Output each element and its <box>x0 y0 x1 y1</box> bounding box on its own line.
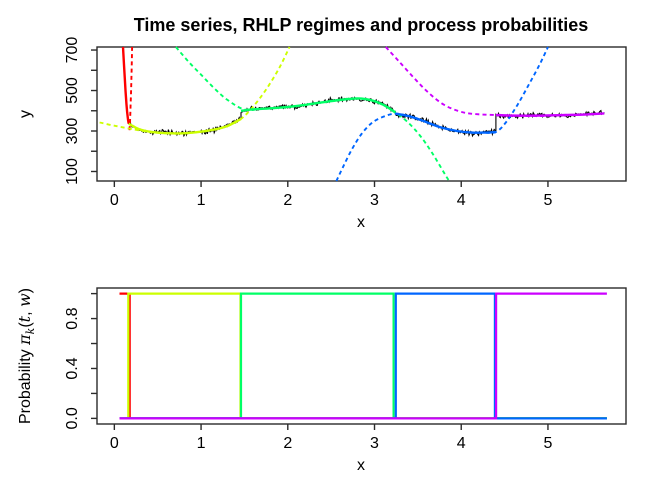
x-tick-label: 2 <box>283 435 292 452</box>
plot-title: Time series, RHLP regimes and process pr… <box>134 15 589 35</box>
regime-5-magenta-dashed-curve <box>385 46 605 117</box>
x-tick-label: 2 <box>283 192 292 209</box>
bottom-plot-series <box>119 292 607 420</box>
top-plot-series <box>99 46 605 182</box>
y-tick-label: 0.0 <box>64 407 81 429</box>
regime-1-red-mean-curve <box>121 46 130 124</box>
bottom-plot-y-axis-title: Probability πk(t, w) <box>15 288 37 424</box>
x-tick-label: 3 <box>370 435 379 452</box>
x-tick-label: 1 <box>197 192 206 209</box>
regime-1-red-dashed-curve <box>128 46 134 132</box>
top-plot: 0 1 2 3 4 5 100 300 500 700 x y <box>17 37 627 231</box>
pi-2-yellow-probability-curve <box>119 292 607 420</box>
top-plot-y-axis: 100 300 500 700 <box>64 37 97 185</box>
regime-4-blue-mean-curve <box>395 112 496 134</box>
y-tick-label: 0.4 <box>64 357 81 379</box>
regime-2-yellow-mean-curve <box>128 117 242 135</box>
top-plot-x-axis: 0 1 2 3 4 5 <box>110 181 552 209</box>
regime-3-green-dashed-curve <box>175 46 450 182</box>
top-plot-x-axis-title: x <box>357 214 365 231</box>
bottom-plot-x-axis: 0 1 2 3 4 5 <box>110 424 552 452</box>
regime-4-blue-dashed-curve <box>335 46 549 182</box>
x-tick-label: 4 <box>457 192 466 209</box>
pi-3-green-probability-curve <box>119 292 607 420</box>
regime-5-magenta-mean-curve <box>495 112 605 117</box>
pi-5-magenta-probability-curve <box>119 292 607 420</box>
y-tick-label: 0.8 <box>64 307 81 329</box>
time-series-data <box>122 46 605 138</box>
bottom-plot-y-axis: 0.0 0.4 0.8 <box>64 292 97 430</box>
y-tick-label: 300 <box>64 118 81 145</box>
x-tick-label: 4 <box>457 435 466 452</box>
x-tick-label: 3 <box>370 192 379 209</box>
pi-1-red-probability-curve <box>119 292 607 420</box>
top-plot-y-axis-title: y <box>17 110 34 118</box>
y-tick-label: 700 <box>64 37 81 64</box>
x-tick-label: 1 <box>197 435 206 452</box>
y-tick-label: 500 <box>64 77 81 104</box>
x-tick-label: 5 <box>543 435 552 452</box>
x-tick-label: 5 <box>543 192 552 209</box>
pi-4-blue-probability-curve <box>119 292 607 420</box>
top-plot-frame <box>96 46 627 182</box>
y-tick-label: 100 <box>64 158 81 185</box>
x-tick-label: 0 <box>110 435 119 452</box>
bottom-plot-x-axis-title: x <box>357 457 365 474</box>
x-tick-label: 0 <box>110 192 119 209</box>
bottom-plot: 0 1 2 3 4 5 0.0 0.4 0.8 x Probability πk(t, w) <box>15 287 627 474</box>
bottom-plot-frame <box>96 287 627 425</box>
regime-3-green-mean-curve <box>240 97 396 114</box>
